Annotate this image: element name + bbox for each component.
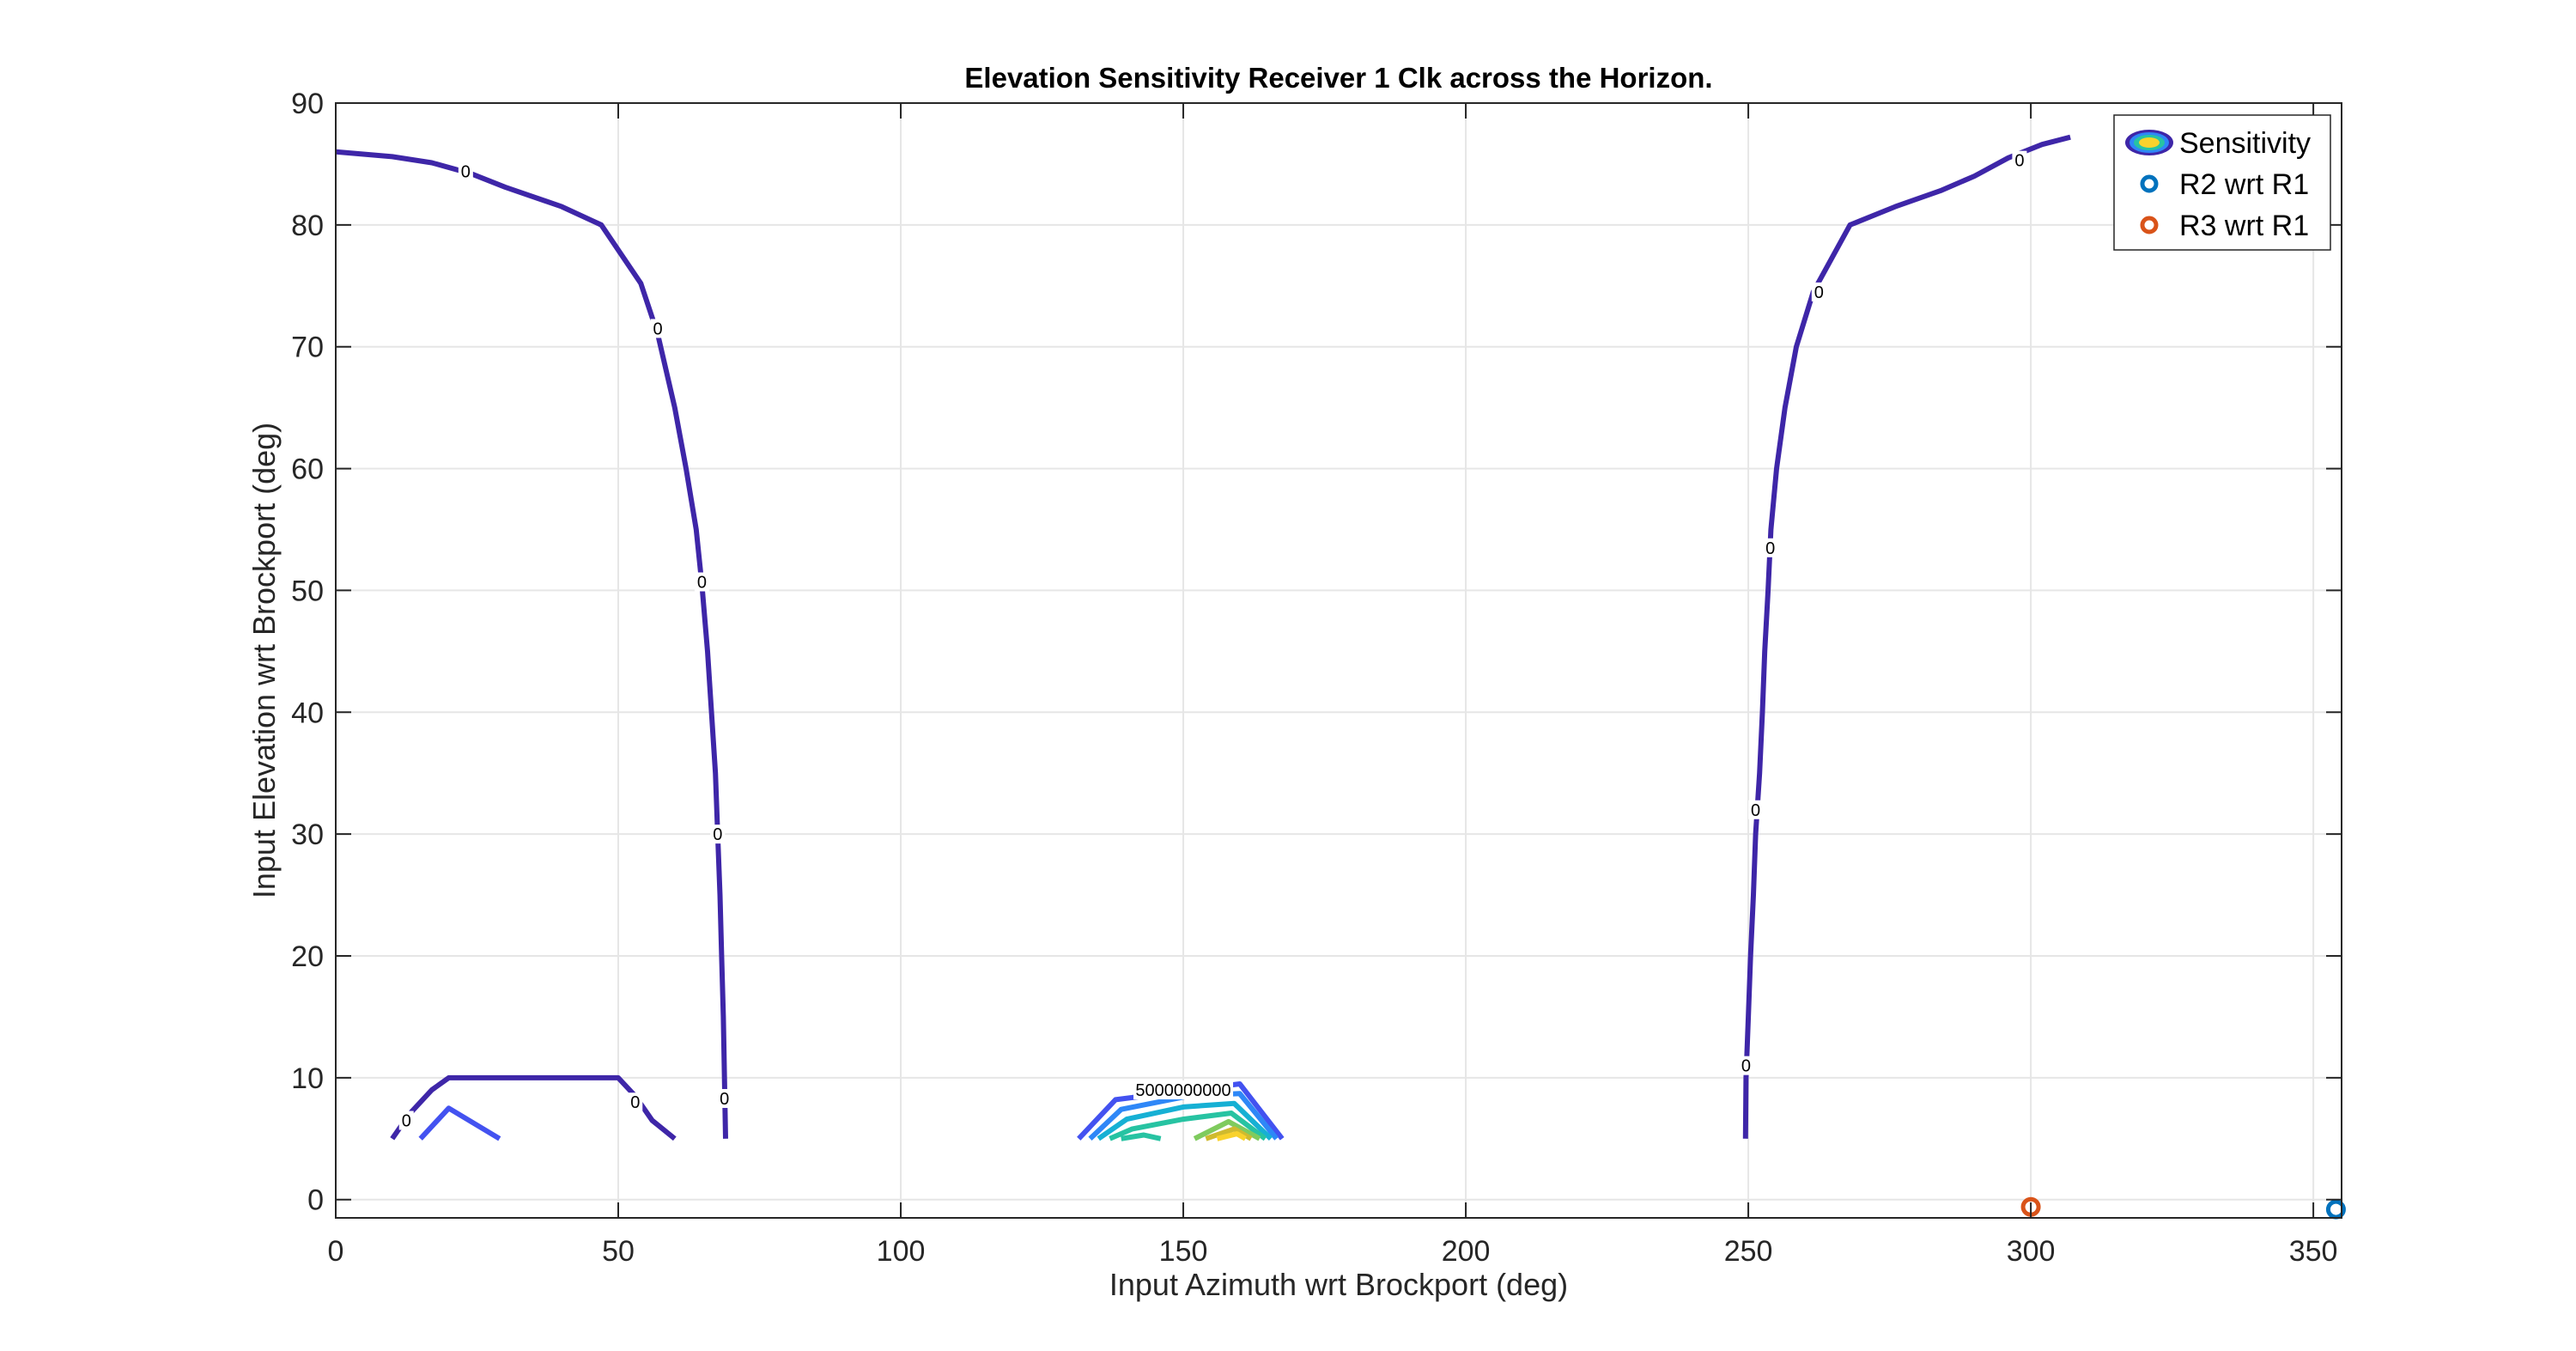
contour-label: 0: [1814, 283, 1824, 302]
y-tick-label: 80: [291, 210, 324, 242]
contour-line: [1205, 1126, 1253, 1141]
contour-labels: 0 0 0 0 0 0 0 0 0 0 0 0 5000000000: [398, 150, 2027, 1131]
contour-label: 0: [461, 162, 471, 181]
contour-label: 0: [402, 1112, 411, 1131]
contour-label: 0: [653, 319, 663, 338]
contour-line: [1121, 1132, 1162, 1141]
y-axis-ticks: 0 10 20 30 40 50 60 70 80 90: [291, 88, 2342, 1217]
contour-label: 0: [697, 574, 707, 593]
contour-label-background: [1811, 282, 1826, 301]
contour-line: [418, 1105, 501, 1141]
contour-label: 0: [720, 1090, 729, 1109]
y-tick-label: 50: [291, 575, 324, 607]
contour-line: [1109, 1111, 1267, 1141]
axes-box: [335, 102, 2342, 1219]
contour-line: [1097, 1100, 1273, 1141]
x-tick-label: 100: [877, 1235, 926, 1268]
x-tick-label: 200: [1442, 1235, 1491, 1268]
legend-item-r2-wrt-r1: R2 wrt R1: [2140, 168, 2309, 201]
legend-item-sensitivity: Sensitivity: [2125, 127, 2311, 160]
contour-label: 0: [630, 1093, 640, 1112]
contour-label: 0: [1741, 1057, 1751, 1076]
contour-label-background: [710, 825, 726, 844]
contour-label-background: [628, 1092, 643, 1112]
contour-label-background: [458, 161, 473, 181]
legend-label-r2-wrt-r1: R2 wrt R1: [2179, 168, 2309, 201]
contour-label-background: [1738, 1056, 1753, 1075]
grid-lines: [335, 102, 2342, 1218]
contour-label-background: [1748, 800, 1764, 819]
contour-label-background: [398, 1111, 414, 1130]
contour-line: [390, 1074, 677, 1141]
y-axis-label: Input Elevation wrt Brockport (deg): [246, 423, 282, 898]
contour-label-background: [717, 1088, 732, 1108]
x-tick-label: 350: [2289, 1235, 2338, 1268]
y-tick-label: 0: [307, 1184, 324, 1217]
x-tick-label: 300: [2007, 1235, 2056, 1268]
contour-label: 5000000000: [1135, 1081, 1230, 1100]
contour-ellipse-icon: [2125, 130, 2173, 155]
legend: Sensitivity R2 wrt R1 R3 wrt R1: [2113, 114, 2331, 251]
x-axis-ticks: 0 50 100 150 200 250 300 350: [328, 103, 2338, 1268]
contour-label-background: [650, 319, 665, 338]
legend-item-r3-wrt-r1: R3 wrt R1: [2140, 210, 2309, 242]
legend-label-sensitivity: Sensitivity: [2179, 127, 2311, 160]
contour-label-background: [1763, 538, 1778, 557]
contour-line: [1193, 1118, 1261, 1141]
y-tick-label: 60: [291, 453, 324, 486]
y-tick-label: 70: [291, 332, 324, 364]
chart-title: Elevation Sensitivity Receiver 1 Clk acr…: [964, 62, 1712, 94]
y-tick-label: 40: [291, 697, 324, 729]
circle-marker-icon: [2140, 216, 2159, 234]
y-tick-label: 30: [291, 819, 324, 851]
contour-label: 0: [1765, 539, 1775, 558]
contour-line: [1742, 134, 2071, 1139]
legend-label-r3-wrt-r1: R3 wrt R1: [2179, 210, 2309, 242]
contour-lines: [335, 134, 2071, 1141]
contour-label-background: [1133, 1080, 1234, 1100]
axes-background: [336, 103, 2342, 1218]
contour-label-background: [694, 572, 709, 592]
y-tick-label: 90: [291, 88, 324, 120]
y-tick-label: 20: [291, 940, 324, 973]
contour-line: [1216, 1131, 1247, 1141]
x-tick-label: 250: [1724, 1235, 1773, 1268]
contour-label: 0: [713, 825, 722, 844]
contour-line: [335, 149, 728, 1139]
x-axis-label: Input Azimuth wrt Brockport (deg): [1109, 1267, 1568, 1302]
contour-label-background: [2012, 150, 2027, 170]
x-tick-label: 0: [328, 1235, 344, 1268]
contour-label: 0: [1751, 801, 1760, 820]
x-tick-label: 50: [602, 1235, 635, 1268]
contour-label: 0: [2014, 152, 2024, 171]
y-tick-label: 10: [291, 1062, 324, 1095]
circle-marker-icon: [2140, 174, 2159, 193]
x-tick-label: 150: [1159, 1235, 1208, 1268]
